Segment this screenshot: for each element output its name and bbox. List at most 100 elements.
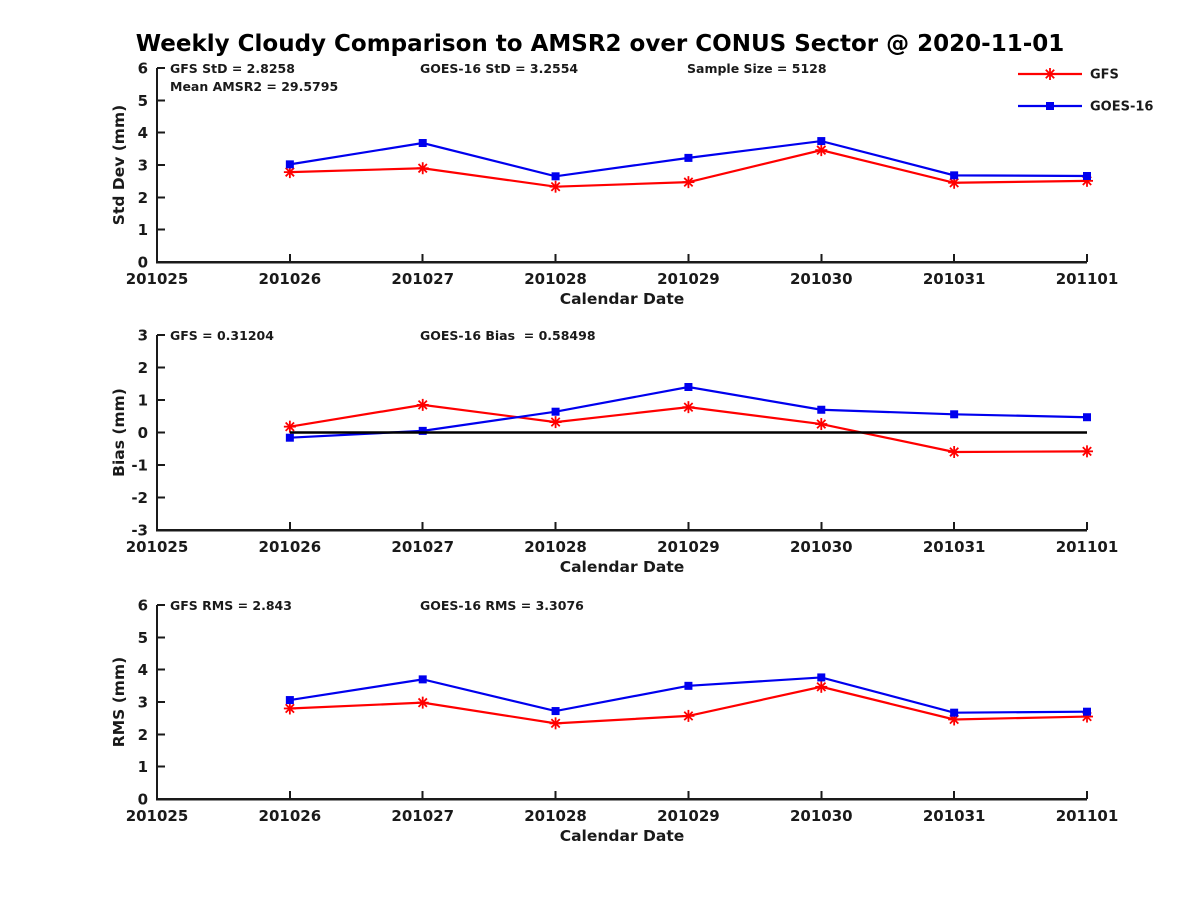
goes-16-marker <box>817 673 826 682</box>
y-tick-label: -2 <box>131 489 148 507</box>
goes-16-marker <box>817 405 826 414</box>
y-tick-label: 0 <box>138 254 148 272</box>
x-axis-label: Calendar Date <box>560 558 685 576</box>
chart-title: Weekly Cloudy Comparison to AMSR2 over C… <box>135 31 1065 57</box>
plot-bias: -3 -2 -1 0 1 2 3 201025 201026 201027 201028 201029… <box>110 327 1118 577</box>
x-tick-label: 201026 <box>259 538 322 556</box>
x-axis-label: Calendar Date <box>560 827 685 845</box>
x-tick-label: 201029 <box>657 538 720 556</box>
x-tick-label: 201031 <box>923 270 986 288</box>
gfs-marker <box>682 176 695 189</box>
x-tick-label: 201025 <box>126 807 189 825</box>
goes-16-marker <box>950 410 959 419</box>
gfs-marker <box>549 180 562 193</box>
x-tick-label: 201101 <box>1056 807 1119 825</box>
y-tick-label: 3 <box>138 327 148 345</box>
goes-16-marker <box>551 707 560 716</box>
y-tick-label: 1 <box>138 221 148 239</box>
y-tick-label: 2 <box>138 726 148 744</box>
gfs-marker <box>682 709 695 722</box>
plot-rms: 0 1 2 3 4 5 6 201025 201026 201027 201028 201029 201… <box>110 597 1118 846</box>
legend-label: GOES-16 <box>1090 100 1153 115</box>
y-tick-label: 1 <box>138 758 148 776</box>
x-tick-label: 201030 <box>790 807 853 825</box>
goes-16-marker <box>1083 171 1091 180</box>
gfs-marker <box>815 144 828 157</box>
gfs-marker <box>549 416 562 429</box>
gfs-marker <box>416 398 429 411</box>
gfs-marker <box>682 401 695 414</box>
y-axis-label: RMS (mm) <box>110 657 128 747</box>
x-tick-label: 201026 <box>259 270 322 288</box>
x-tick-label: 201030 <box>790 538 853 556</box>
goes-16-marker <box>418 139 427 148</box>
x-axis-label: Calendar Date <box>560 290 685 308</box>
gfs-marker <box>549 717 562 730</box>
x-tick-label: 201031 <box>923 807 986 825</box>
gfs-marker <box>815 680 828 693</box>
x-tick-label: 201029 <box>657 807 720 825</box>
gfs-marker <box>416 696 429 709</box>
stat-annotation: GFS = 0.31204 <box>170 328 274 343</box>
x-tick-label: 201030 <box>790 270 853 288</box>
stat-annotation: Mean AMSR2 = 29.5795 <box>170 79 338 94</box>
goes-16-marker <box>285 696 294 705</box>
x-tick-label: 201027 <box>391 538 454 556</box>
goes-16-marker <box>684 681 693 690</box>
y-tick-label: 3 <box>138 694 148 712</box>
stat-annotation: GFS StD = 2.8258 <box>170 61 295 76</box>
y-tick-label: 2 <box>138 189 148 207</box>
goes-16-marker <box>684 153 693 162</box>
goes-16-marker <box>418 426 427 435</box>
plot-std-dev: 0 1 2 3 4 5 6 201025 201026 201027 201028 201029 201… <box>110 60 1118 309</box>
x-tick-label: 201029 <box>657 270 720 288</box>
goes-16-marker <box>551 407 560 416</box>
x-tick-label: 201026 <box>259 807 322 825</box>
goes-16-marker <box>1046 102 1054 110</box>
y-tick-label: 6 <box>138 597 148 615</box>
x-tick-label: 201028 <box>524 538 587 556</box>
y-tick-label: 0 <box>138 791 148 809</box>
y-tick-label: 5 <box>138 92 148 110</box>
stat-annotation: GOES-16 StD = 3.2554 <box>420 61 578 76</box>
y-tick-label: -1 <box>131 457 148 475</box>
x-tick-label: 201027 <box>391 270 454 288</box>
stat-annotation: GOES-16 RMS = 3.3076 <box>420 598 584 613</box>
goes-16-marker <box>684 383 693 391</box>
goes-16-marker <box>285 433 294 442</box>
gfs-marker <box>1081 445 1093 458</box>
x-tick-label: 201101 <box>1056 538 1119 556</box>
y-tick-label: 4 <box>138 124 148 142</box>
gfs-marker <box>948 446 961 458</box>
x-tick-label: 201025 <box>126 270 189 288</box>
y-tick-label: 2 <box>138 359 148 377</box>
y-tick-label: 3 <box>138 157 148 175</box>
goes-16-marker <box>1083 413 1091 422</box>
y-tick-label: 5 <box>138 629 148 647</box>
gfs-marker <box>416 162 429 175</box>
goes-16-marker <box>418 675 427 684</box>
x-tick-label: 201028 <box>524 270 587 288</box>
legend: GFS GOES-16 <box>1018 68 1153 115</box>
y-tick-label: -3 <box>131 522 148 540</box>
x-tick-label: 201027 <box>391 807 454 825</box>
stat-annotation: Sample Size = 5128 <box>687 61 827 76</box>
x-tick-label: 201101 <box>1056 270 1119 288</box>
y-tick-label: 1 <box>138 392 148 410</box>
x-tick-label: 201031 <box>923 538 986 556</box>
y-axis-label: Bias (mm) <box>110 388 128 477</box>
gfs-marker <box>283 702 296 715</box>
gfs-marker <box>1044 68 1056 80</box>
gfs-marker <box>283 420 296 433</box>
goes-16-marker <box>950 708 959 717</box>
stat-annotation: GOES-16 Bias = 0.58498 <box>420 328 596 343</box>
goes-16-marker <box>817 137 826 146</box>
y-axis-label: Std Dev (mm) <box>110 105 128 225</box>
stat-annotation: GFS RMS = 2.843 <box>170 598 292 613</box>
goes-16-marker <box>285 160 294 169</box>
goes-16-marker <box>551 172 560 181</box>
y-tick-label: 6 <box>138 60 148 78</box>
gfs-marker <box>815 418 828 431</box>
